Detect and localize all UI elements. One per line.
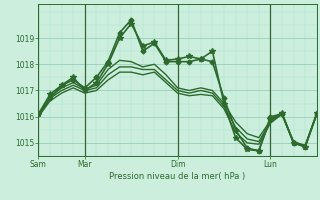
X-axis label: Pression niveau de la mer( hPa ): Pression niveau de la mer( hPa )	[109, 172, 246, 181]
